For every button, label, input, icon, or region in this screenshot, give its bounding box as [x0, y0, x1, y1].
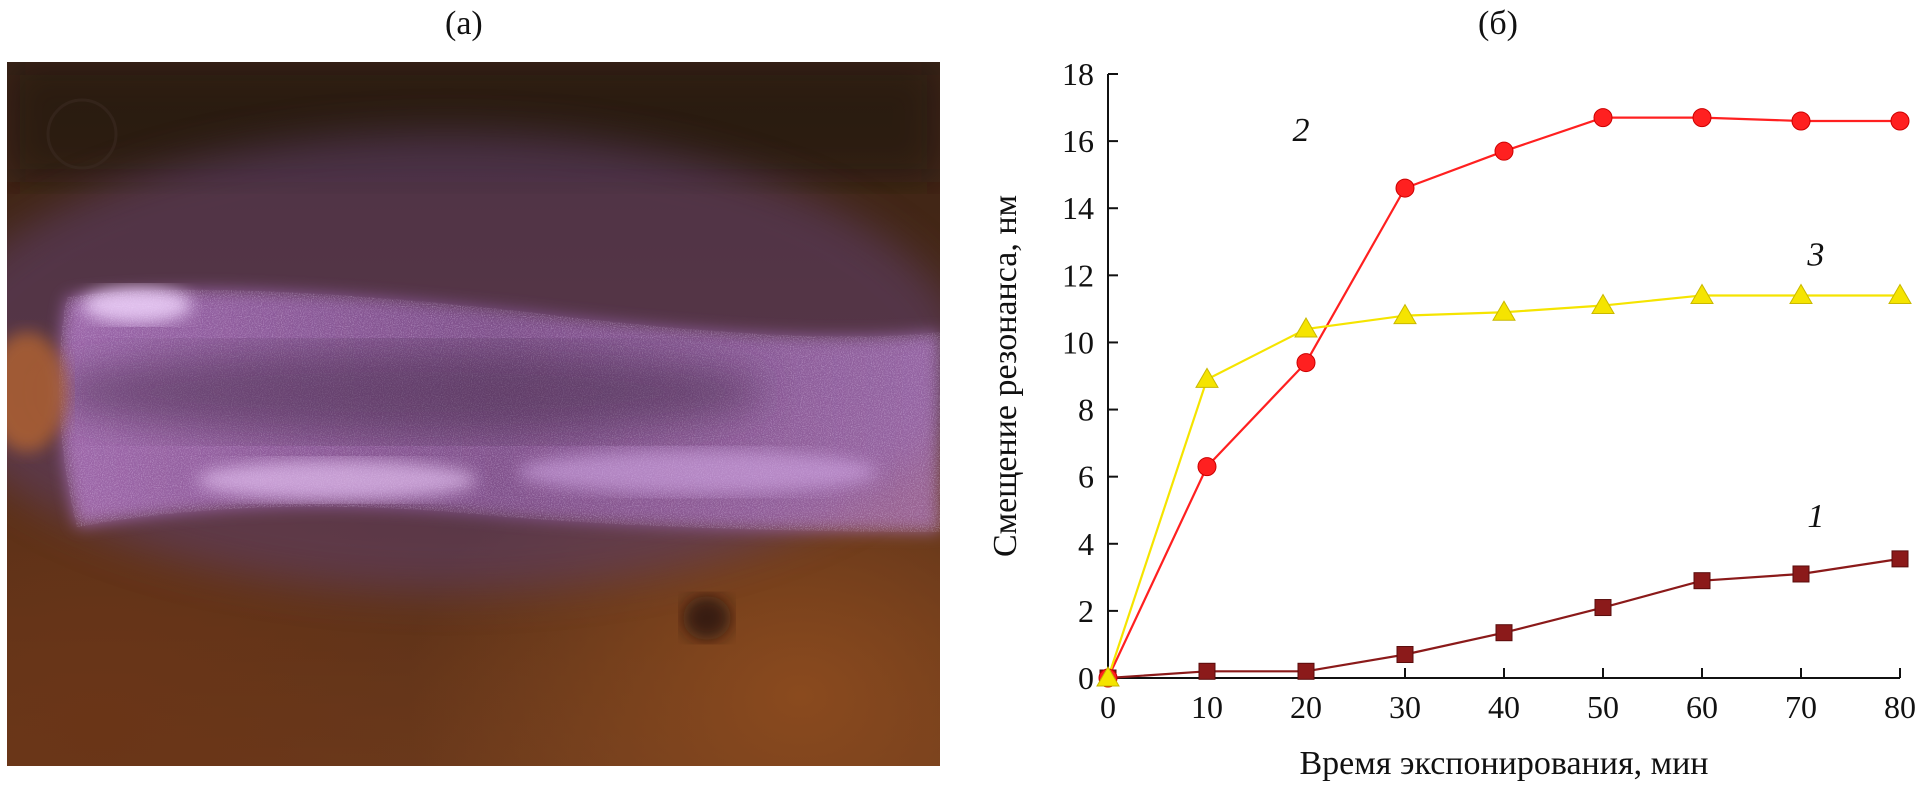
series-1-line [1107, 557, 1901, 680]
series-1-point [1891, 550, 1909, 568]
series-3-point [1195, 367, 1219, 388]
series-1-point [1198, 662, 1216, 680]
series-3-point [1294, 317, 1318, 338]
panel-b-label: (б) [1478, 5, 1518, 42]
glowing-discharge-photo-icon [7, 62, 940, 640]
series-2-line [1107, 116, 1900, 679]
discharge-photo [7, 62, 940, 766]
x-tick-label: 0 [1100, 689, 1116, 725]
x-tick-label: 60 [1686, 689, 1718, 725]
y-tick-label: 6 [1078, 459, 1094, 495]
series-1-point [1297, 662, 1315, 680]
x-tick-label: 10 [1191, 689, 1223, 725]
series-2-point [1791, 111, 1811, 131]
series-2-point [1494, 141, 1514, 161]
series-2-point [1692, 108, 1712, 128]
series-3-point [1096, 666, 1120, 687]
y-tick-label: 12 [1062, 257, 1094, 293]
series-2-point [1593, 108, 1613, 128]
y-axis-label: Смещение резонанса, нм [987, 195, 1024, 557]
series-1-label: 1 [1807, 498, 1824, 535]
y-tick-label: 8 [1078, 392, 1094, 428]
series-3-point [1591, 293, 1615, 315]
y-tick-label: 18 [1062, 56, 1094, 92]
y-tick-label: 0 [1078, 660, 1094, 696]
y-tick-label: 4 [1078, 526, 1094, 562]
series-1-point [1792, 565, 1810, 583]
y-tick-label: 10 [1062, 324, 1094, 360]
series-3-label: 3 [1806, 236, 1824, 273]
series-2-point [1197, 457, 1217, 477]
x-tick-label: 50 [1587, 689, 1619, 725]
chart-series-labels: 1 2 3 [1293, 112, 1825, 535]
series-2-point [1395, 178, 1415, 198]
series-3-point [1492, 300, 1516, 321]
x-tick-label: 80 [1884, 689, 1916, 725]
y-tick-label: 16 [1062, 123, 1094, 159]
series-1-point [1594, 599, 1612, 617]
chart-series-lines [1106, 116, 1901, 680]
series-3-line [1106, 294, 1900, 679]
x-tick-label: 70 [1785, 689, 1817, 725]
y-tick-label: 2 [1078, 593, 1094, 629]
series-3-point [1888, 283, 1912, 304]
chart-markers [1096, 108, 1912, 688]
series-1-point [1693, 572, 1711, 590]
series-1-point [1495, 624, 1513, 642]
x-tick-label: 30 [1389, 689, 1421, 725]
series-3-point [1690, 283, 1714, 304]
series-3-point [1789, 283, 1813, 304]
panel-a-label: (а) [445, 5, 483, 42]
y-tick-label: 14 [1062, 190, 1094, 226]
series-2-point [1296, 353, 1316, 373]
series-1-point [1396, 646, 1414, 664]
x-tick-label: 40 [1488, 689, 1520, 725]
series-2-label: 2 [1293, 112, 1310, 149]
series-3-point [1393, 303, 1417, 325]
x-tick-label: 20 [1290, 689, 1322, 725]
x-axis-label: Время экспонирования, мин [1300, 745, 1709, 782]
series-2-point [1890, 111, 1910, 131]
